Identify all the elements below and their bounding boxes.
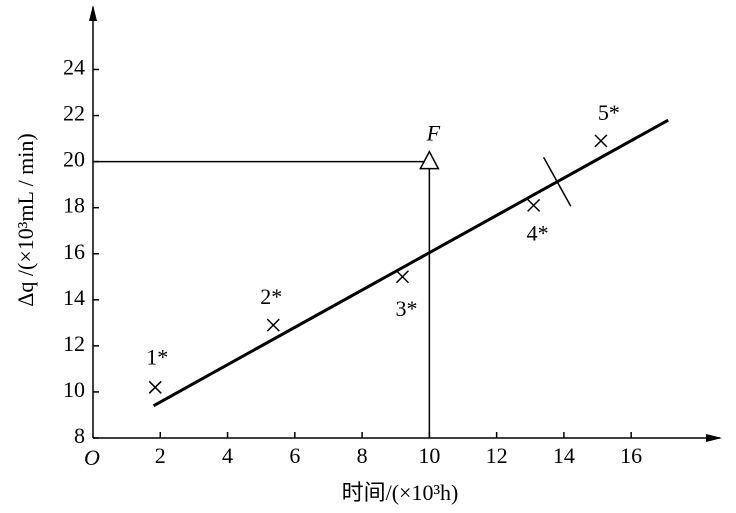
point: [527, 198, 541, 212]
y-tick-label: 18: [63, 193, 85, 218]
point-label: 5*: [598, 100, 620, 125]
y-axis-arrow: [89, 5, 97, 21]
y-tick-label: 22: [63, 101, 85, 126]
y-axis-label: Δq /(×10³mL / min): [13, 133, 38, 307]
x-tick-label: 2: [155, 443, 166, 468]
y-tick-label: 20: [63, 147, 85, 172]
origin-label: O: [84, 445, 100, 470]
break-mark: [542, 156, 572, 207]
x-tick-label: 8: [357, 443, 368, 468]
x-tick-label: 6: [289, 443, 300, 468]
x-axis-arrow: [706, 434, 722, 442]
y-tick-label: 8: [74, 423, 85, 448]
reference-triangle: [419, 150, 440, 170]
point-label: 2*: [260, 284, 282, 309]
point: [594, 134, 608, 148]
point-label: 4*: [527, 220, 549, 245]
x-tick-label: 16: [620, 443, 642, 468]
point-label: 1*: [146, 344, 168, 369]
y-tick-label: 16: [63, 239, 85, 264]
y-tick-label: 12: [63, 331, 85, 356]
y-tick-label: 10: [63, 377, 85, 402]
point: [148, 380, 162, 394]
y-tick-label: 14: [63, 285, 85, 310]
x-tick-label: 10: [418, 443, 440, 468]
x-axis-label: 时间/(×10³h): [342, 480, 459, 505]
point-label: 3*: [395, 296, 417, 321]
point: [266, 318, 280, 332]
x-tick-label: 12: [486, 443, 508, 468]
point: [395, 270, 409, 284]
x-tick-label: 4: [222, 443, 233, 468]
reference-label: F: [426, 121, 441, 146]
y-tick-label: 24: [63, 55, 85, 80]
fit-line: [152, 118, 669, 408]
x-tick-label: 14: [553, 443, 575, 468]
